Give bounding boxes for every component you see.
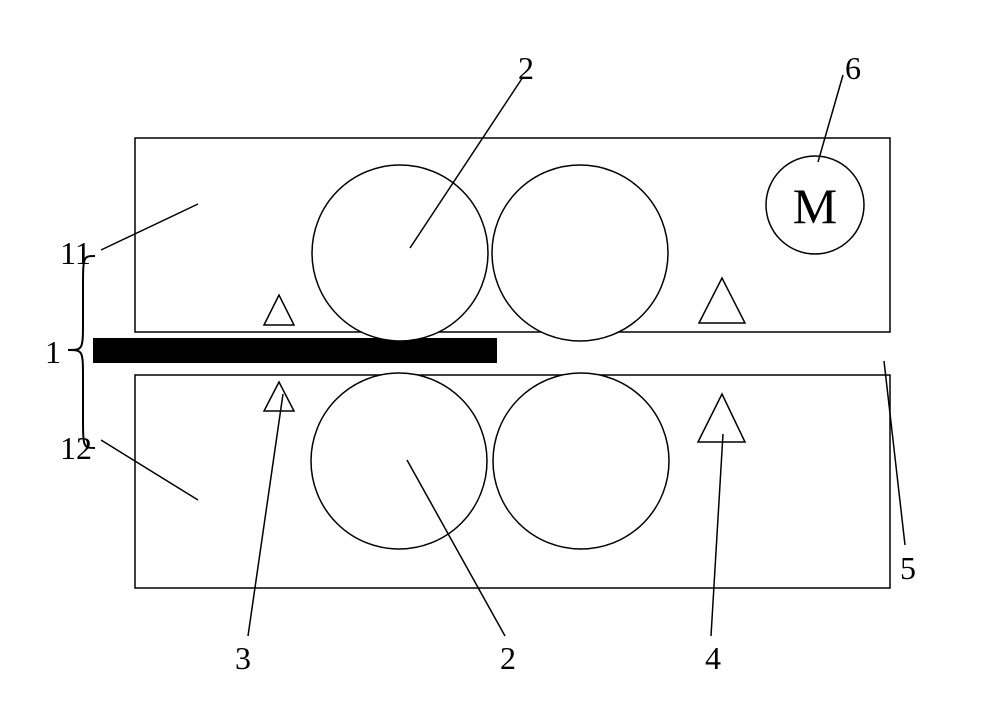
triangle-upper-right bbox=[699, 278, 745, 323]
label-6: 6 bbox=[845, 50, 861, 87]
label-2-top: 2 bbox=[518, 50, 534, 87]
leader-6 bbox=[818, 75, 843, 162]
label-3: 3 bbox=[235, 640, 251, 677]
triangle-lower-left bbox=[264, 382, 294, 411]
roller-lower-right bbox=[493, 373, 669, 549]
label-4: 4 bbox=[705, 640, 721, 677]
roller-upper-right bbox=[492, 165, 668, 341]
leader-12 bbox=[101, 440, 198, 500]
roller-lower-left bbox=[311, 373, 487, 549]
label-5: 5 bbox=[900, 550, 916, 587]
leader-11 bbox=[101, 204, 198, 250]
triangle-upper-left bbox=[264, 295, 294, 325]
label-11: 11 bbox=[60, 235, 91, 272]
brace-icon bbox=[68, 256, 95, 448]
motor-label: M bbox=[793, 178, 837, 234]
leader-5 bbox=[884, 361, 905, 545]
insert-bar bbox=[93, 338, 497, 363]
label-12: 12 bbox=[60, 430, 92, 467]
leader-3 bbox=[248, 394, 283, 636]
label-2-bot: 2 bbox=[500, 640, 516, 677]
leader-4 bbox=[711, 434, 723, 636]
label-1: 1 bbox=[45, 334, 61, 371]
triangle-lower-right bbox=[698, 394, 745, 442]
roller-upper-left bbox=[312, 165, 488, 341]
